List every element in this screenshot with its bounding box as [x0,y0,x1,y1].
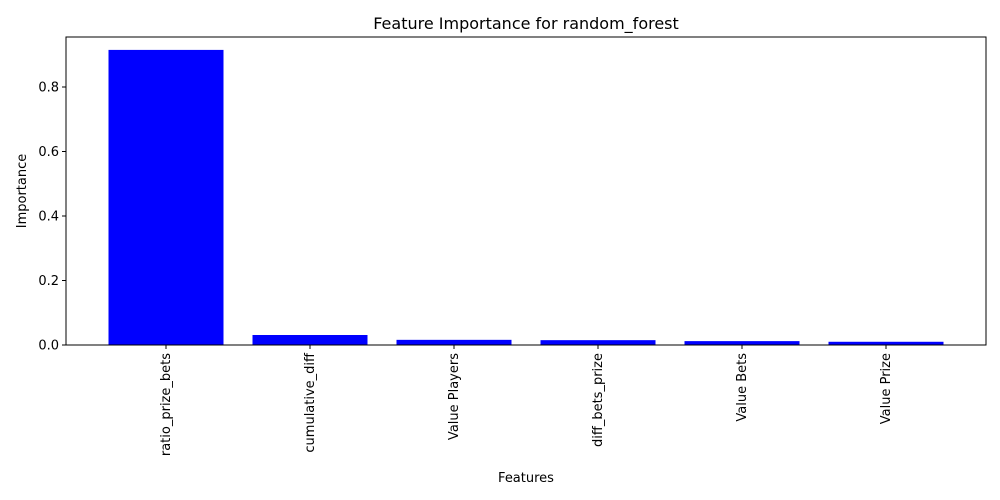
x-axis: ratio_prize_bets cumulative_diff Value Pla… [159,345,894,456]
y-tick-label: 0.0 [38,339,59,354]
y-tick-label: 0.8 [38,80,59,95]
y-tick-label: 0.4 [38,209,59,224]
x-axis-label: Features [498,471,554,486]
x-tick-label: Value Bets [735,353,750,422]
bar-value-prize [828,341,944,345]
bar-cumulative-diff [252,335,368,345]
x-tick-label: diff_bets_prize [591,353,606,447]
bar-ratio-prize-bets [108,49,224,346]
x-tick-label: Value Players [447,353,462,440]
bar-value-players [396,339,512,345]
x-tick-label: ratio_prize_bets [159,353,174,456]
y-tick-label: 0.2 [38,274,59,289]
y-tick-label: 0.6 [38,145,59,160]
bars [108,49,944,346]
plot-frame [65,36,987,346]
x-tick-label: cumulative_diff [303,352,318,453]
y-axis-label: Importance [15,154,30,229]
x-tick-label: Value Prize [879,353,894,424]
y-axis: 0.0 0.2 0.4 0.6 0.8 [38,80,66,354]
bar-diff-bets-prize [540,340,656,345]
bar-value-bets [684,341,800,345]
chart-title: Feature Importance for random_forest [373,14,679,34]
